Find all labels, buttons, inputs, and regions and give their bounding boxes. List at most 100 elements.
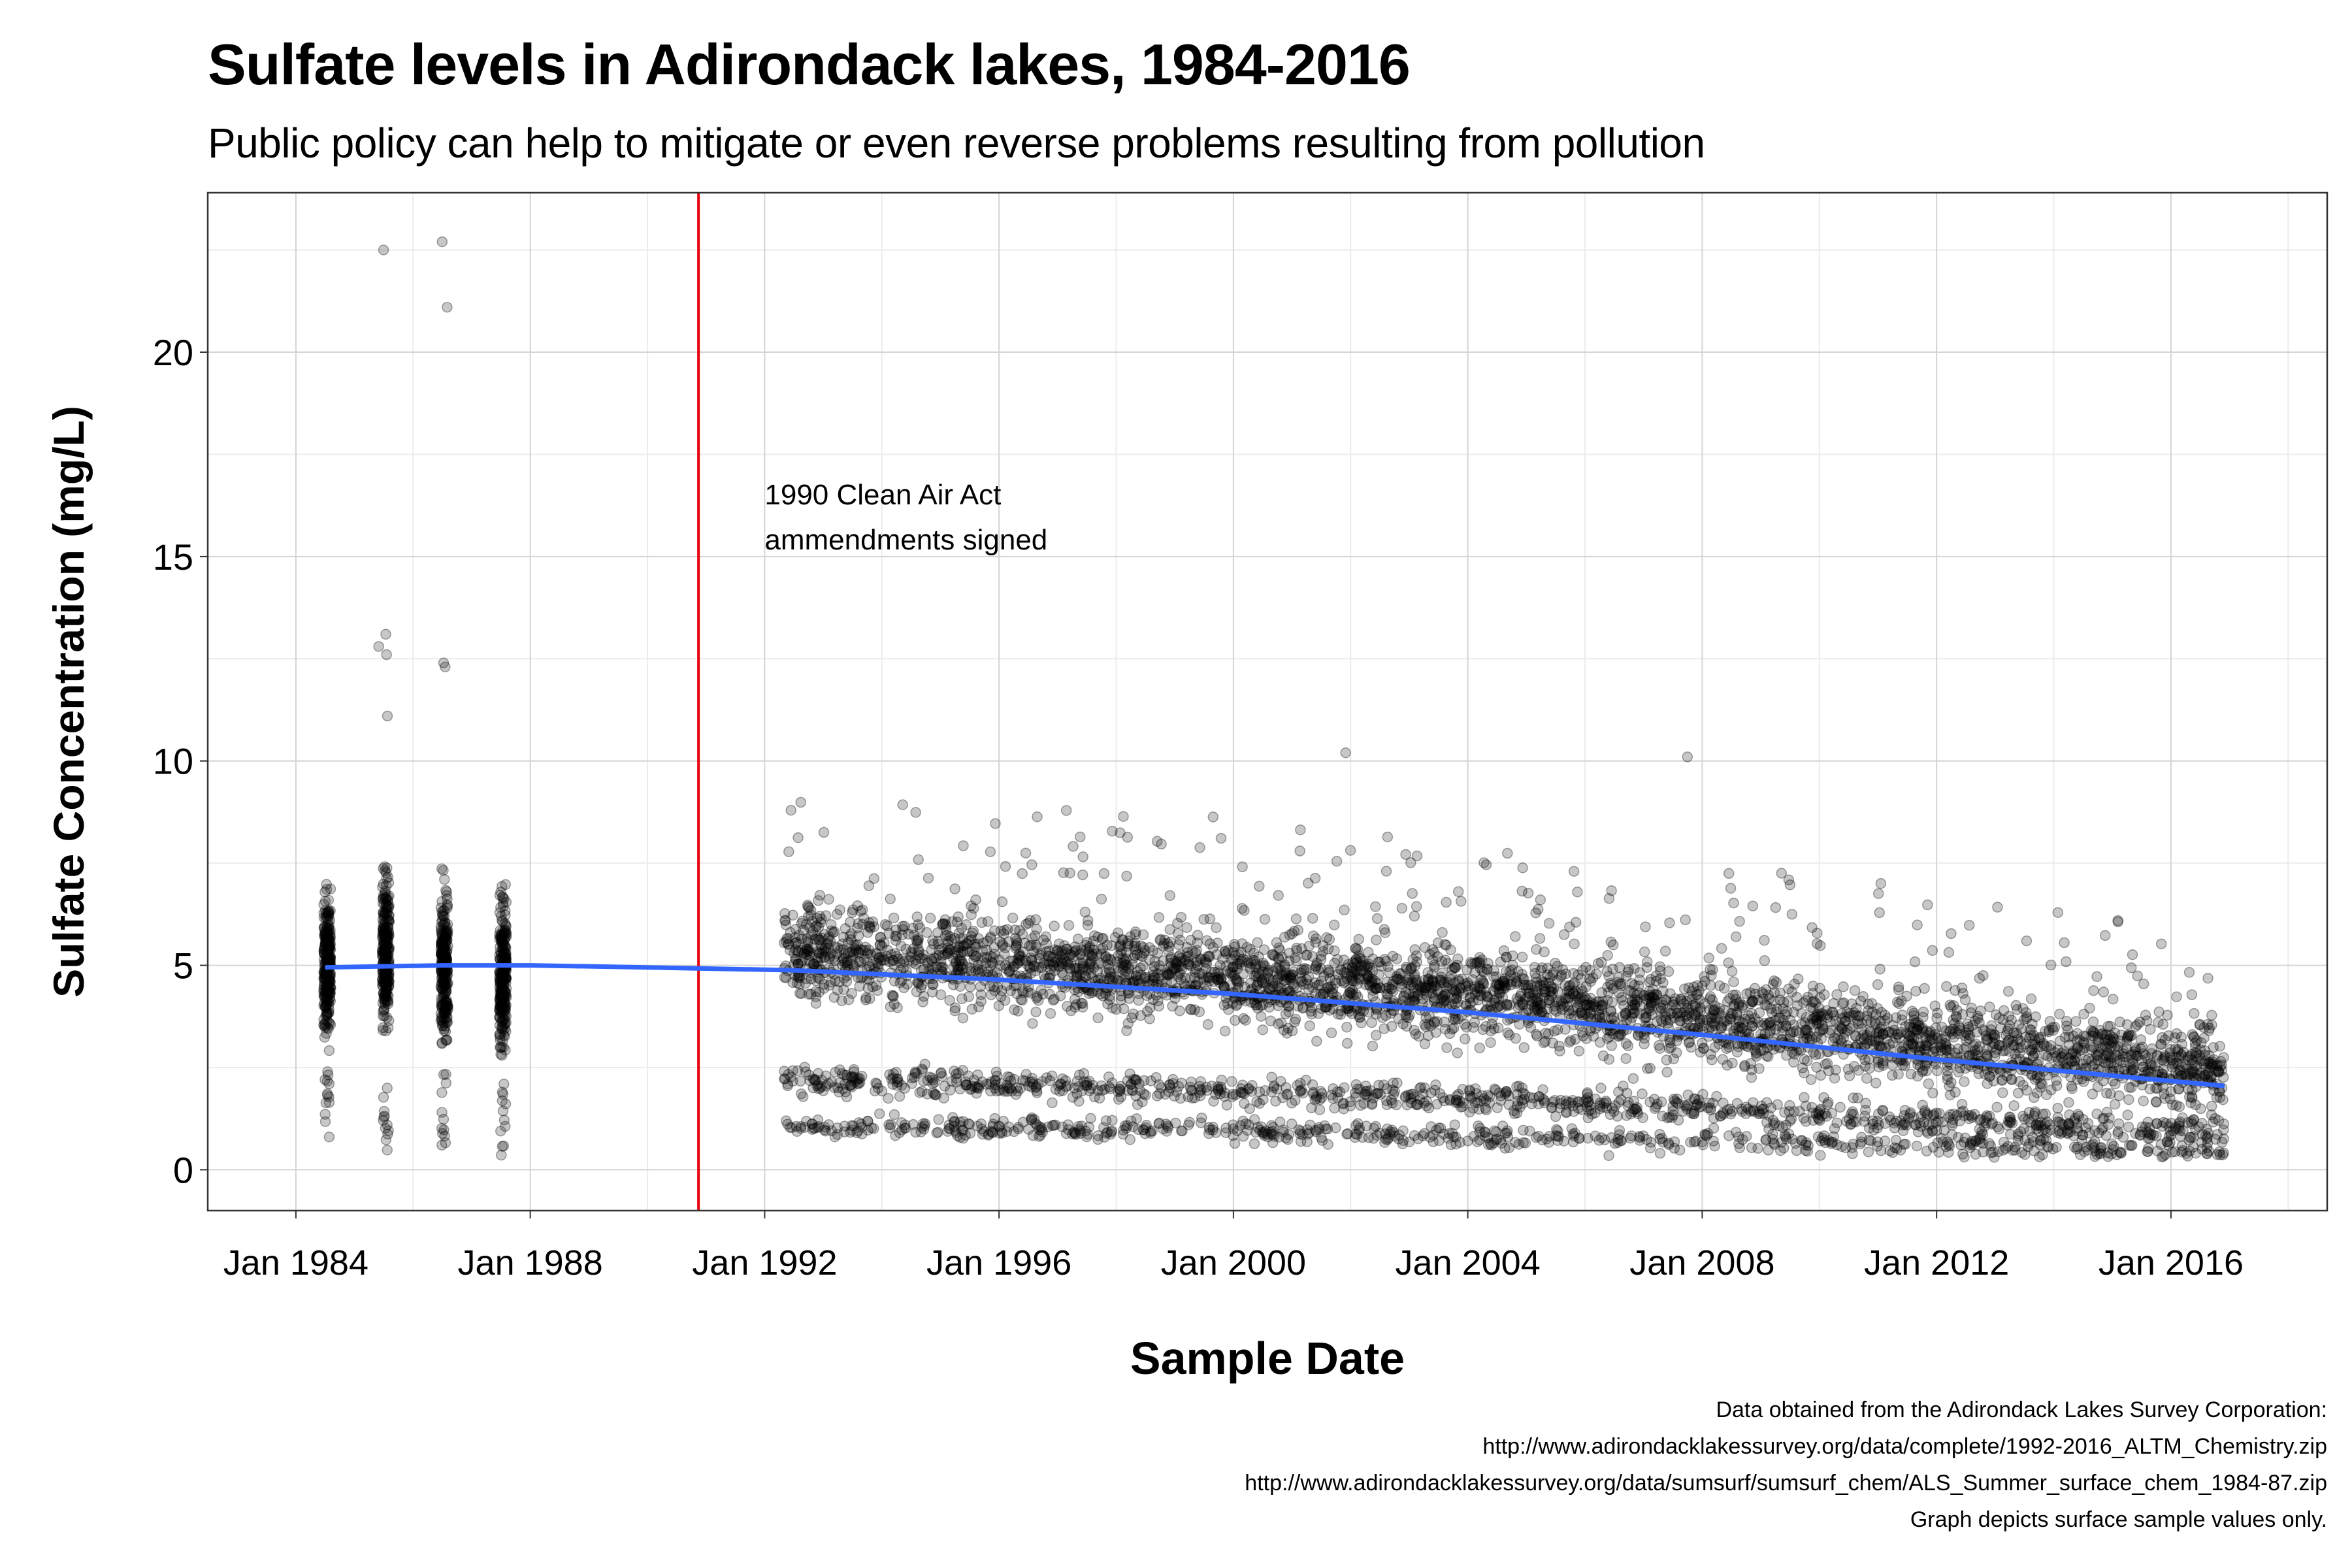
scatter-point — [1265, 1015, 1277, 1026]
scatter-point — [319, 1022, 331, 1033]
scatter-point — [2011, 1054, 2022, 1065]
chart-subtitle: Public policy can help to mitigate or ev… — [208, 120, 1705, 167]
scatter-point — [323, 975, 335, 987]
scatter-point — [320, 985, 331, 996]
scatter-point — [323, 920, 335, 931]
scatter-point — [319, 942, 331, 953]
scatter-point — [380, 867, 392, 879]
scatter-point — [496, 1149, 507, 1161]
scatter-point — [323, 939, 335, 951]
scatter-point — [321, 985, 332, 996]
scatter-point — [320, 1002, 331, 1013]
scatter-point — [1620, 1053, 1631, 1064]
scatter-point — [1979, 1121, 1990, 1132]
scatter-point — [318, 1020, 329, 1031]
scatter-point — [325, 944, 336, 955]
scatter-point — [384, 900, 395, 911]
scatter-point — [1246, 1086, 1258, 1097]
scatter-point — [1363, 1007, 1375, 1018]
scatter-point — [932, 1126, 943, 1138]
scatter-point — [1887, 1070, 1898, 1081]
scatter-point — [377, 974, 388, 986]
scatter-point — [324, 940, 336, 951]
scatter-point — [323, 907, 335, 919]
scatter-point — [1257, 1024, 1269, 1036]
scatter-point — [1623, 985, 1635, 996]
scatter-point — [378, 990, 390, 1002]
scatter-point — [1304, 1020, 1315, 1032]
y-tick-label: 15 — [153, 536, 193, 578]
scatter-point — [1367, 1040, 1379, 1052]
x-tick-label: Jan 1992 — [692, 1243, 837, 1282]
scatter-point — [379, 1111, 390, 1122]
scatter-point — [382, 900, 393, 911]
scatter-point — [318, 972, 329, 984]
scatter-point — [382, 998, 394, 1009]
scatter-point — [379, 937, 390, 949]
scatter-point — [323, 943, 335, 955]
scatter-point — [1259, 913, 1271, 925]
scatter-point — [1341, 1037, 1353, 1049]
scatter-point — [325, 1019, 336, 1030]
scatter-point — [321, 1022, 333, 1034]
scatter-point — [321, 981, 332, 993]
scatter-point — [380, 945, 391, 956]
scatter-point — [1768, 1043, 1779, 1055]
scatter-point — [319, 943, 330, 955]
scatter-point — [382, 710, 393, 722]
scatter-point — [975, 1118, 987, 1130]
scatter-point — [1543, 1028, 1554, 1039]
scatter-point — [384, 980, 395, 991]
scatter-point — [325, 996, 336, 1007]
scatter-point — [382, 985, 393, 996]
scatter-point — [1111, 1004, 1122, 1015]
scatter-point — [1092, 1012, 1103, 1024]
scatter-point — [321, 998, 333, 1010]
scatter-point — [1518, 1042, 1530, 1053]
scatter-point — [1707, 994, 1718, 1006]
scatter-point — [322, 933, 333, 945]
scatter-point — [319, 1109, 331, 1120]
scatter-point — [322, 1070, 334, 1081]
scatter-point — [318, 907, 329, 919]
scatter-point — [2045, 1040, 2057, 1051]
scatter-point — [323, 922, 335, 934]
scatter-point — [383, 949, 394, 960]
scatter-point — [1270, 1096, 1281, 1107]
scatter-point — [919, 1058, 930, 1070]
scatter-point — [320, 931, 332, 943]
y-tick-label: 5 — [173, 945, 193, 987]
scatter-point — [321, 948, 332, 959]
scatter-point — [319, 990, 330, 1002]
scatter-point — [1948, 1000, 1959, 1011]
scatter-point — [1927, 1087, 1938, 1099]
scatter-point — [323, 1097, 335, 1108]
scatter-point — [379, 1000, 391, 1011]
scatter-point — [323, 952, 335, 964]
scatter-point — [321, 992, 333, 1004]
scatter-point — [380, 991, 392, 1003]
scatter-point — [318, 912, 330, 923]
scatter-point — [1637, 1112, 1648, 1124]
scatter-point — [1998, 1005, 2010, 1017]
scatter-point — [323, 939, 335, 951]
scatter-point — [321, 926, 333, 938]
scatter-point — [1686, 1041, 1697, 1053]
scatter-point — [1153, 911, 1165, 923]
scatter-point — [2153, 1017, 2164, 1028]
scatter-point — [323, 930, 335, 941]
scatter-point — [323, 941, 335, 953]
scatter-point — [1633, 980, 1644, 992]
scatter-point — [1229, 941, 1241, 953]
scatter-point — [1460, 1034, 1471, 1045]
scatter-point — [1381, 1099, 1393, 1111]
scatter-point — [794, 988, 806, 999]
scatter-point — [1870, 1077, 1882, 1088]
scatter-point — [382, 929, 393, 940]
scatter-point — [381, 649, 392, 661]
scatter-point — [1895, 1145, 1906, 1156]
scatter-point — [381, 942, 392, 954]
scatter-point — [495, 1125, 506, 1137]
scatter-point — [1613, 987, 1625, 999]
scatter-point — [325, 951, 336, 963]
